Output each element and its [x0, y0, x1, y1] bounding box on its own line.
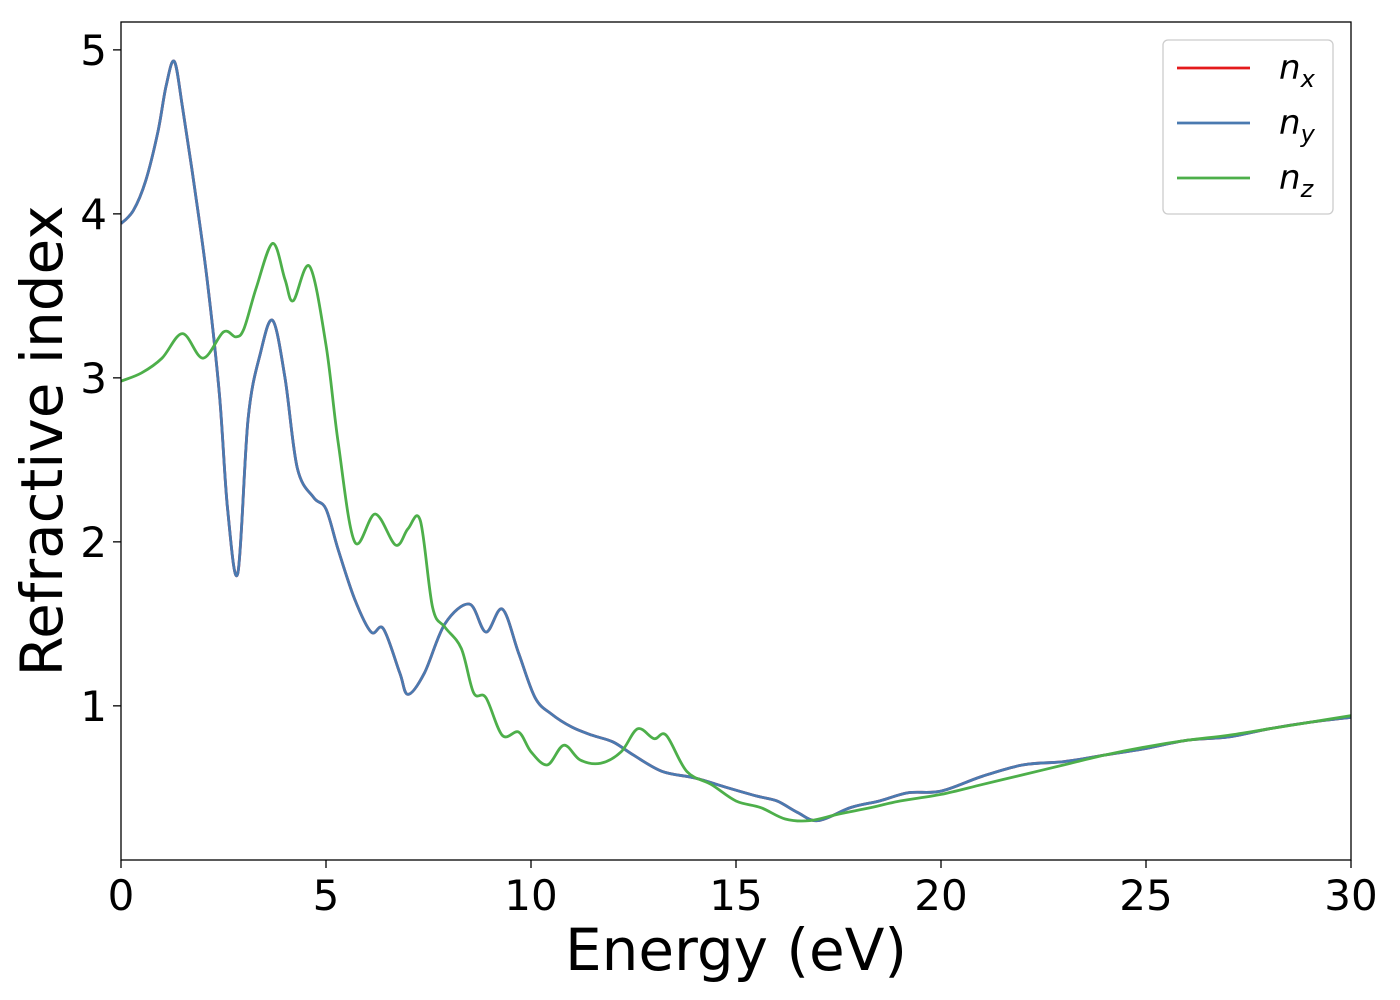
x-tick-label: 10 — [504, 871, 557, 920]
y-axis-ticks: 1 2 3 4 5 — [80, 26, 121, 731]
legend-label-sub: x — [1300, 65, 1316, 93]
legend-label-sub: z — [1300, 175, 1315, 203]
y-tick-label: 1 — [80, 682, 107, 731]
x-tick-label: 5 — [313, 871, 340, 920]
y-tick-label: 2 — [80, 518, 107, 567]
x-tick-label: 15 — [709, 871, 762, 920]
y-axis-label: Refractive index — [8, 205, 76, 676]
series-line-n-z — [121, 241, 1351, 823]
legend-label-base: n — [1279, 48, 1301, 88]
y-tick-label: 3 — [80, 354, 107, 403]
x-tick-label: 0 — [108, 871, 135, 920]
y-tick-label: 4 — [80, 190, 107, 239]
legend-label-z: nz — [1279, 158, 1315, 203]
x-tick-label: 20 — [914, 871, 967, 920]
series-layer — [121, 59, 1351, 823]
x-axis-label: Energy (eV) — [565, 916, 907, 984]
x-tick-label: 25 — [1119, 871, 1172, 920]
legend-label-sub: y — [1300, 120, 1316, 148]
legend-label-base: n — [1279, 158, 1301, 198]
legend-label-y: ny — [1279, 103, 1316, 148]
legend-label-base: n — [1279, 103, 1301, 143]
x-tick-label: 30 — [1324, 871, 1377, 920]
x-axis-ticks: 0 5 10 15 20 25 30 — [108, 860, 1378, 920]
series-line-n-y — [121, 59, 1351, 823]
legend-box — [1162, 39, 1334, 215]
legend-label-x: nx — [1279, 48, 1316, 93]
y-tick-label: 5 — [80, 26, 107, 75]
